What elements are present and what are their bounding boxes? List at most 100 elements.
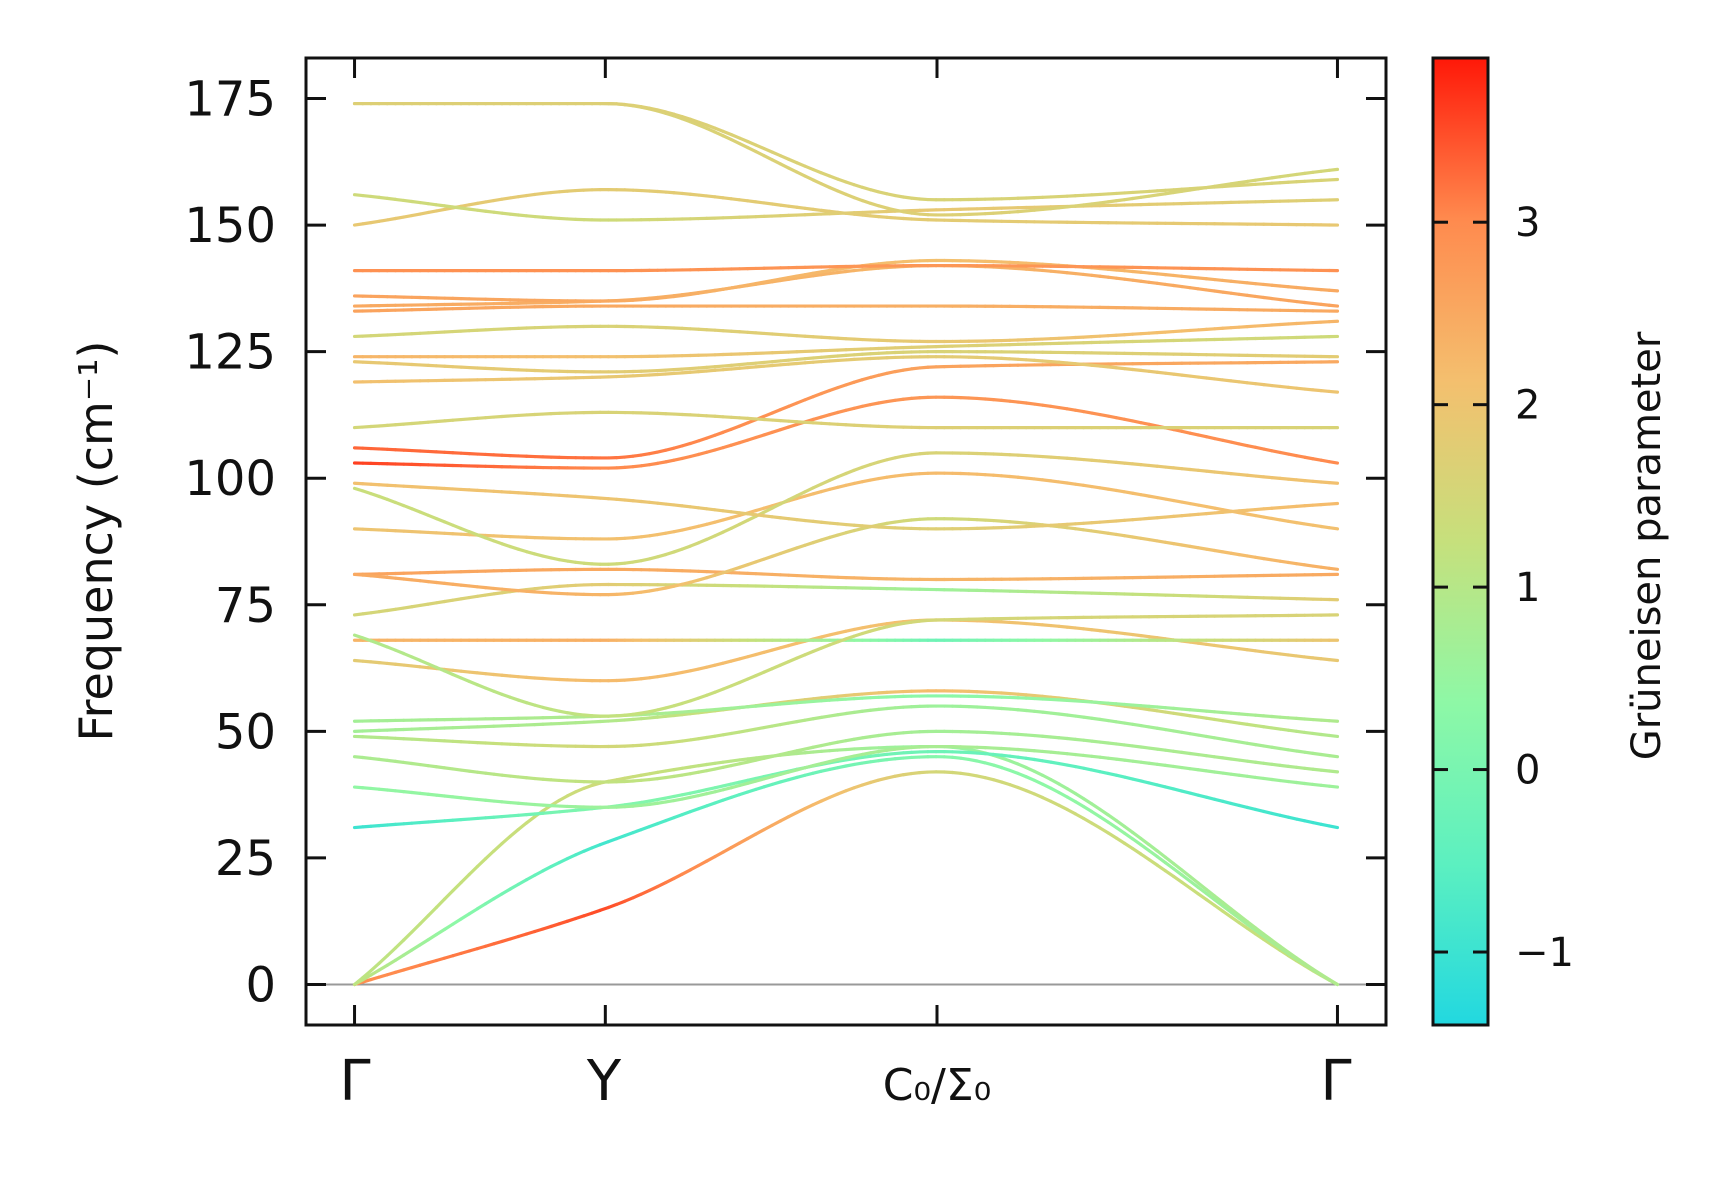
band-1-segment (1114, 836, 1127, 845)
band-2-segment (1172, 867, 1184, 877)
bands-layer (306, 101, 1386, 987)
band-3-segment (1303, 961, 1315, 971)
band-3-segment (467, 864, 479, 877)
colorbar-label: Grüneisen parameter (1624, 331, 1670, 760)
x-label-gamma-end: Γ (1320, 1049, 1351, 1114)
x-axis-labels: Γ Y C₀/Σ₀ Γ (339, 1049, 1351, 1114)
band-2-segment (1229, 910, 1241, 920)
band-3-segment (451, 880, 463, 893)
band-5-segment (1327, 784, 1340, 789)
band-2-segment (1131, 837, 1143, 847)
band-2-segment (1245, 922, 1258, 932)
band-2-segment (1081, 804, 1094, 814)
band-8-segment (1327, 733, 1340, 739)
band-3-segment (1221, 900, 1233, 911)
band-1-segment (1180, 880, 1192, 890)
band-1-segment (1155, 863, 1168, 873)
band-3-segment (1270, 938, 1282, 948)
band-3-segment (1090, 802, 1102, 811)
band-1-segment (1262, 937, 1274, 947)
band-3-segment (459, 872, 471, 885)
band-2-segment (434, 927, 447, 937)
band-1-segment (1122, 841, 1135, 851)
band-3-segment (1180, 868, 1192, 879)
colorbar-tick-label: 0 (1515, 748, 1540, 794)
band-2-segment (1122, 831, 1135, 841)
band-3-segment (500, 834, 512, 846)
band-3-segment (402, 930, 414, 942)
band-23 (352, 350, 1340, 374)
band-1-segment (1221, 909, 1233, 919)
band-3-segment (434, 897, 447, 909)
band-1-segment (1172, 874, 1184, 884)
plot-frame (304, 56, 1388, 1027)
band-3-segment (1114, 818, 1127, 829)
x-label-gamma-start: Γ (339, 1049, 370, 1114)
band-2-segment (393, 953, 406, 962)
band-32-segment (1327, 167, 1340, 172)
colorbar-tick-label: −1 (1515, 930, 1574, 976)
band-1-segment (1139, 852, 1151, 862)
band-9-segment (1327, 719, 1340, 723)
band-1-segment (1278, 948, 1290, 958)
band-3-segment (1278, 944, 1290, 954)
band-2-segment (418, 938, 430, 947)
band-1-segment (1131, 846, 1143, 856)
band-7 (352, 704, 1340, 759)
band-26 (352, 304, 1340, 313)
ticks-layer: 0 25 50 75 100 125 150 175 (184, 58, 1386, 1025)
band-1-segment (1204, 897, 1217, 907)
band-3-segment (385, 946, 398, 958)
x-label-c0-sigma0: C₀/Σ₀ (883, 1060, 992, 1111)
band-3-segment (1245, 920, 1258, 930)
y-tick-label: 75 (215, 578, 276, 634)
band-3-segment (508, 827, 520, 839)
band-3-segment (1311, 967, 1323, 976)
y-tick-label: 50 (215, 704, 276, 760)
band-29 (352, 263, 1340, 273)
band-2-segment (467, 907, 479, 916)
band-7-segment (1327, 754, 1340, 759)
band-3-segment (352, 976, 365, 987)
y-tick-label: 0 (245, 957, 276, 1013)
band-1-segment (1229, 915, 1241, 925)
band-3-segment (410, 922, 422, 934)
band-3-segment (1237, 913, 1249, 924)
band-17 (352, 451, 1340, 566)
band-2-segment (1237, 916, 1249, 926)
band-2-segment (451, 917, 463, 926)
band-2-segment (1090, 809, 1102, 819)
band-4-segment (1327, 824, 1340, 830)
band-3-segment (524, 815, 537, 825)
band-31 (352, 193, 1340, 222)
y-axis-label: Frequency (cm⁻¹) (69, 341, 123, 742)
band-3-segment (1106, 813, 1118, 823)
band-10-segment (1327, 658, 1340, 663)
band-1-segment (1163, 869, 1176, 879)
band-3-segment (1294, 956, 1307, 966)
band-3-segment (1155, 849, 1168, 859)
band-2-segment (1196, 885, 1209, 896)
band-3-segment (1262, 932, 1274, 942)
band-16-segment (1327, 526, 1340, 531)
band-3 (352, 744, 1340, 987)
band-30 (352, 188, 1340, 227)
band-1-segment (1270, 943, 1282, 952)
band-1-segment (1196, 892, 1209, 902)
band-3-segment (475, 857, 488, 869)
band-6 (352, 729, 1340, 784)
band-3-segment (1122, 824, 1135, 835)
band-3-segment (1188, 874, 1200, 885)
colorbar-frame (1431, 56, 1490, 1027)
y-tick-label: 125 (184, 325, 276, 381)
band-18-segment (1327, 501, 1340, 506)
band-3-segment (1081, 797, 1094, 806)
band-3-segment (1212, 894, 1225, 905)
band-2-segment (1139, 843, 1151, 853)
band-3-segment (361, 969, 373, 980)
band-2-segment (402, 948, 414, 957)
band-33 (352, 101, 1340, 202)
y-tick-label: 150 (184, 198, 276, 254)
